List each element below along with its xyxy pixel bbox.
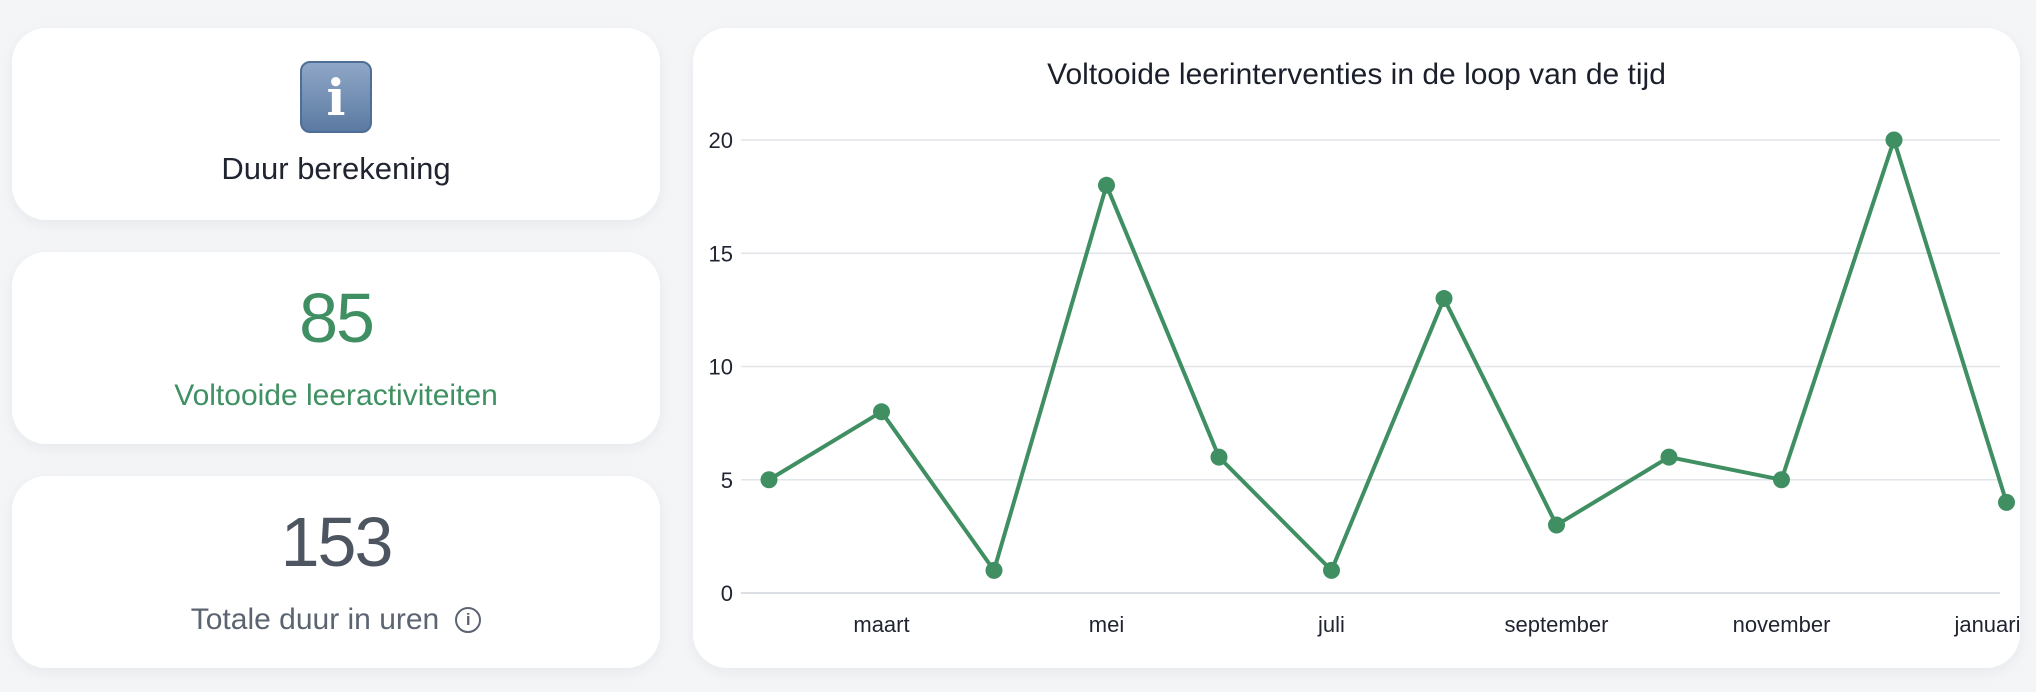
data-point	[1435, 290, 1453, 308]
y-tick-label: 20	[709, 128, 733, 153]
completed-activities-card: 85 Voltooide leeractiviteiten	[12, 252, 660, 444]
info-icon: i	[300, 61, 372, 133]
x-tick-label: maart	[853, 612, 909, 637]
total-duration-label-row: Totale duur in uren i	[191, 603, 482, 637]
x-tick-label: juli	[1317, 612, 1345, 637]
y-tick-label: 10	[709, 355, 733, 380]
data-point	[760, 471, 778, 489]
y-tick-label: 15	[709, 241, 733, 266]
data-point	[1885, 131, 1903, 149]
total-duration-value: 153	[280, 503, 394, 581]
x-tick-label: mei	[1089, 612, 1124, 637]
x-tick-label: september	[1505, 612, 1609, 637]
line-chart: 0 5 10 15 20 maart mei juli september november jan…	[709, 128, 2020, 637]
data-point	[1098, 176, 1115, 194]
completed-activities-value: 85	[299, 279, 375, 357]
chart-title: Voltooide leerinterventies in de loop va…	[1047, 58, 1666, 91]
y-tick-label: 5	[721, 468, 733, 493]
data-point	[1998, 493, 2015, 511]
x-tick-label: januari	[1953, 612, 2020, 637]
duration-calculation-card[interactable]: i Duur berekening	[12, 28, 660, 220]
completed-activities-label: Voltooide leeractiviteiten	[174, 379, 498, 412]
data-point	[985, 561, 1003, 579]
total-duration-label: Totale duur in uren	[190, 603, 440, 636]
data-point	[873, 403, 890, 421]
x-tick-label: november	[1733, 612, 1831, 637]
data-point	[1773, 471, 1790, 489]
completed-interventions-chart-card: Voltooide leerinterventies in de loop va…	[693, 28, 2020, 668]
series-line	[767, 138, 2009, 573]
data-point	[1548, 516, 1565, 534]
duration-calculation-label: Duur berekening	[221, 151, 451, 186]
y-tick-label: 0	[721, 581, 733, 606]
data-point	[1323, 561, 1340, 579]
total-duration-card: 153 Totale duur in uren i	[12, 476, 660, 668]
data-point	[1660, 448, 1678, 466]
info-circle-icon[interactable]: i	[455, 607, 482, 633]
data-point	[1210, 448, 1228, 466]
